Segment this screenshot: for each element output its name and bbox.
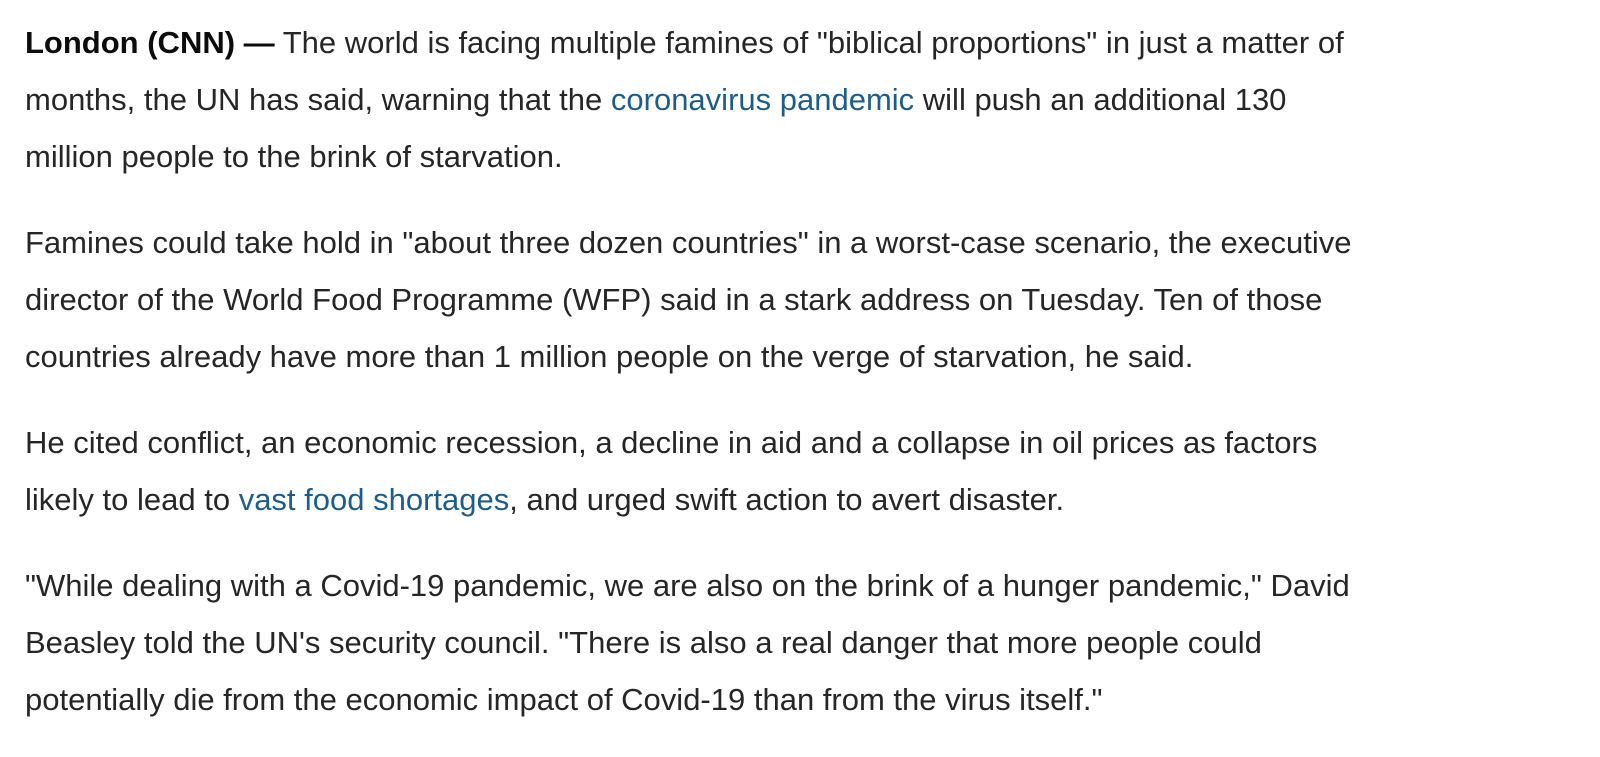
text-line: months, the UN has said, warning that th… — [25, 71, 1585, 128]
text: months, the UN has said, warning that th… — [25, 82, 603, 117]
text: The world is facing multiple famines of … — [282, 25, 1344, 60]
paragraph: London (CNN) — The world is facing multi… — [25, 14, 1585, 185]
text: likely to lead to — [25, 482, 231, 517]
link[interactable]: vast food shortages — [238, 482, 510, 517]
text-line: potentially die from the economic impact… — [25, 682, 1103, 717]
text-line: countries already have more than 1 milli… — [25, 339, 1194, 374]
text: , and urged swift action to avert disast… — [509, 482, 1065, 517]
text-line: He cited conflict, an economic recession… — [25, 425, 1318, 460]
text: will push an additional 130 — [922, 82, 1287, 117]
paragraph: "While dealing with a Covid-19 pandemic,… — [25, 557, 1585, 728]
text-line: likely to lead to vast food shortages, a… — [25, 471, 1585, 528]
paragraph: Famines could take hold in "about three … — [25, 214, 1585, 385]
text-line: Famines could take hold in "about three … — [25, 225, 1352, 260]
article-body: London (CNN) — The world is facing multi… — [25, 14, 1585, 757]
text-line: Beasley told the UN's security council. … — [25, 625, 1262, 660]
text-line: million people to the brink of starvatio… — [25, 128, 1585, 185]
text: million people to the brink of starvatio… — [25, 139, 563, 174]
text-line: "While dealing with a Covid-19 pandemic,… — [25, 568, 1350, 603]
link[interactable]: coronavirus pandemic — [610, 82, 915, 117]
dateline: London (CNN) — — [25, 25, 275, 60]
paragraph: He cited conflict, an economic recession… — [25, 414, 1585, 528]
text-line: director of the World Food Programme (WF… — [25, 282, 1323, 317]
text-line: London (CNN) — The world is facing multi… — [25, 14, 1585, 71]
